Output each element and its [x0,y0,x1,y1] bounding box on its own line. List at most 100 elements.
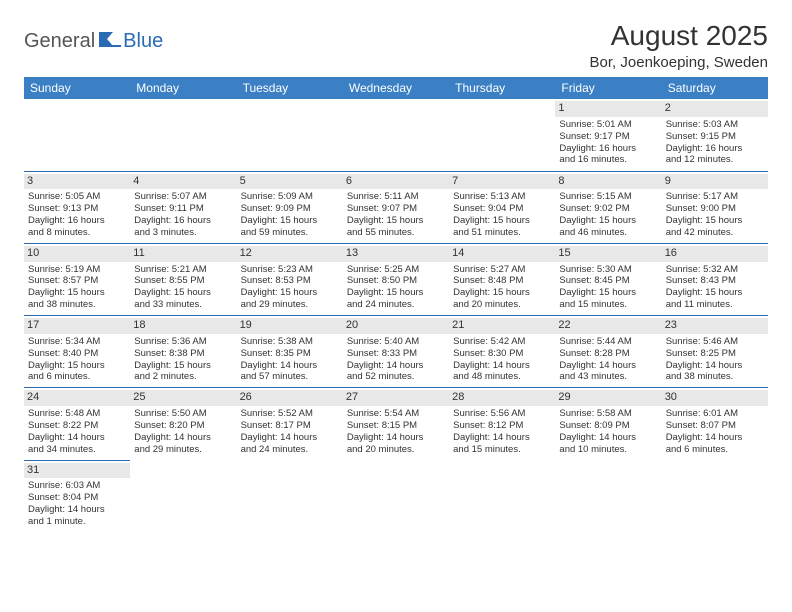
calendar-day-cell [555,460,661,532]
sunset-text: Sunset: 8:55 PM [134,275,232,287]
calendar-day-cell: 22Sunrise: 5:44 AMSunset: 8:28 PMDayligh… [555,316,661,388]
day-number: 14 [449,246,555,262]
calendar-day-cell: 25Sunrise: 5:50 AMSunset: 8:20 PMDayligh… [130,388,236,460]
calendar-day-cell: 13Sunrise: 5:25 AMSunset: 8:50 PMDayligh… [343,243,449,315]
daylight-text: Daylight: 14 hours [666,360,764,372]
daylight-text: Daylight: 15 hours [453,215,551,227]
calendar-day-cell [449,99,555,171]
sunrise-text: Sunrise: 5:56 AM [453,408,551,420]
sunset-text: Sunset: 9:13 PM [28,203,126,215]
calendar-day-cell: 31Sunrise: 6:03 AMSunset: 8:04 PMDayligh… [24,460,130,532]
daylight-text: Daylight: 14 hours [559,432,657,444]
daylight-text: and 15 minutes. [453,444,551,456]
daylight-text: and 24 minutes. [241,444,339,456]
sunrise-text: Sunrise: 5:05 AM [28,191,126,203]
sunset-text: Sunset: 9:07 PM [347,203,445,215]
calendar-day-cell [343,99,449,171]
daylight-text: Daylight: 16 hours [666,143,764,155]
day-header: Monday [130,77,236,99]
sunrise-text: Sunrise: 5:21 AM [134,264,232,276]
sunset-text: Sunset: 9:04 PM [453,203,551,215]
sunrise-text: Sunrise: 5:15 AM [559,191,657,203]
daylight-text: Daylight: 14 hours [241,432,339,444]
calendar-day-cell: 30Sunrise: 6:01 AMSunset: 8:07 PMDayligh… [662,388,768,460]
sunrise-text: Sunrise: 5:38 AM [241,336,339,348]
sunset-text: Sunset: 9:00 PM [666,203,764,215]
sunrise-text: Sunrise: 5:36 AM [134,336,232,348]
sunrise-text: Sunrise: 6:03 AM [28,480,126,492]
calendar-day-cell: 1Sunrise: 5:01 AMSunset: 9:17 PMDaylight… [555,99,661,171]
daylight-text: and 38 minutes. [28,299,126,311]
calendar-day-cell [237,460,343,532]
sunset-text: Sunset: 8:38 PM [134,348,232,360]
sunrise-text: Sunrise: 5:46 AM [666,336,764,348]
sunrise-text: Sunrise: 5:44 AM [559,336,657,348]
calendar-day-cell: 9Sunrise: 5:17 AMSunset: 9:00 PMDaylight… [662,171,768,243]
daylight-text: and 12 minutes. [666,154,764,166]
daylight-text: Daylight: 15 hours [28,287,126,299]
day-number: 15 [555,246,661,262]
calendar-day-cell: 19Sunrise: 5:38 AMSunset: 8:35 PMDayligh… [237,316,343,388]
location: Bor, Joenkoeping, Sweden [590,54,768,71]
calendar-day-cell: 15Sunrise: 5:30 AMSunset: 8:45 PMDayligh… [555,243,661,315]
daylight-text: and 38 minutes. [666,371,764,383]
day-header: Thursday [449,77,555,99]
day-number: 13 [343,246,449,262]
sunset-text: Sunset: 8:43 PM [666,275,764,287]
day-number: 24 [24,390,130,406]
daylight-text: Daylight: 15 hours [559,215,657,227]
daylight-text: Daylight: 15 hours [453,287,551,299]
calendar-day-cell: 26Sunrise: 5:52 AMSunset: 8:17 PMDayligh… [237,388,343,460]
sunset-text: Sunset: 8:09 PM [559,420,657,432]
daylight-text: and 59 minutes. [241,227,339,239]
logo: General Blue [24,30,163,53]
day-header: Wednesday [343,77,449,99]
daylight-text: and 20 minutes. [453,299,551,311]
sunset-text: Sunset: 8:45 PM [559,275,657,287]
daylight-text: and 11 minutes. [666,299,764,311]
sunrise-text: Sunrise: 5:17 AM [666,191,764,203]
calendar-week-row: 1Sunrise: 5:01 AMSunset: 9:17 PMDaylight… [24,99,768,171]
daylight-text: Daylight: 14 hours [28,432,126,444]
sunrise-text: Sunrise: 5:09 AM [241,191,339,203]
calendar-day-cell: 28Sunrise: 5:56 AMSunset: 8:12 PMDayligh… [449,388,555,460]
day-number: 12 [237,246,343,262]
day-number: 22 [555,318,661,334]
day-number: 5 [237,174,343,190]
day-number: 21 [449,318,555,334]
daylight-text: and 1 minute. [28,516,126,528]
day-number: 3 [24,174,130,190]
sunset-text: Sunset: 8:04 PM [28,492,126,504]
day-header: Friday [555,77,661,99]
daylight-text: and 55 minutes. [347,227,445,239]
calendar-day-cell: 10Sunrise: 5:19 AMSunset: 8:57 PMDayligh… [24,243,130,315]
day-number: 29 [555,390,661,406]
sunset-text: Sunset: 8:22 PM [28,420,126,432]
sunset-text: Sunset: 8:28 PM [559,348,657,360]
day-number: 10 [24,246,130,262]
sunset-text: Sunset: 8:15 PM [347,420,445,432]
sunrise-text: Sunrise: 5:13 AM [453,191,551,203]
page-header: General Blue August 2025 Bor, Joenkoepin… [24,20,768,71]
day-number: 28 [449,390,555,406]
daylight-text: Daylight: 16 hours [559,143,657,155]
daylight-text: and 29 minutes. [241,299,339,311]
sunrise-text: Sunrise: 5:03 AM [666,119,764,131]
calendar-day-cell: 3Sunrise: 5:05 AMSunset: 9:13 PMDaylight… [24,171,130,243]
daylight-text: and 33 minutes. [134,299,232,311]
daylight-text: and 42 minutes. [666,227,764,239]
daylight-text: and 2 minutes. [134,371,232,383]
sunset-text: Sunset: 8:40 PM [28,348,126,360]
sunset-text: Sunset: 8:35 PM [241,348,339,360]
daylight-text: and 10 minutes. [559,444,657,456]
daylight-text: and 8 minutes. [28,227,126,239]
calendar-day-cell: 24Sunrise: 5:48 AMSunset: 8:22 PMDayligh… [24,388,130,460]
sunset-text: Sunset: 8:57 PM [28,275,126,287]
sunset-text: Sunset: 8:30 PM [453,348,551,360]
day-number: 11 [130,246,236,262]
daylight-text: and 16 minutes. [559,154,657,166]
calendar-day-cell: 11Sunrise: 5:21 AMSunset: 8:55 PMDayligh… [130,243,236,315]
calendar-day-cell: 27Sunrise: 5:54 AMSunset: 8:15 PMDayligh… [343,388,449,460]
sunset-text: Sunset: 8:20 PM [134,420,232,432]
sunrise-text: Sunrise: 5:34 AM [28,336,126,348]
